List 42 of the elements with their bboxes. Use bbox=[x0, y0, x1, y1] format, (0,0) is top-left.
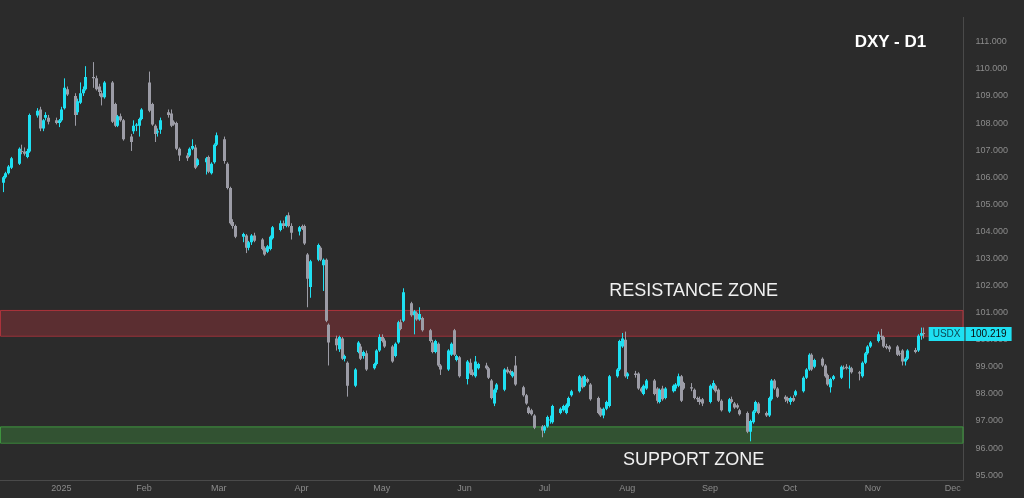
y-tick-label: 108.000 bbox=[975, 117, 1009, 128]
candlestick bbox=[327, 322, 330, 366]
x-tick-label: Feb bbox=[136, 483, 152, 494]
y-tick-label: 109.000 bbox=[975, 90, 1009, 101]
y-tick-label: 98.000 bbox=[975, 388, 1003, 399]
candlestick bbox=[322, 257, 325, 292]
candlestick bbox=[223, 136, 226, 165]
candlestick bbox=[709, 383, 712, 404]
band-label: SUPPORT ZONE bbox=[623, 448, 765, 469]
x-tick-label: 2025 bbox=[51, 483, 72, 494]
candlestick bbox=[122, 118, 125, 142]
y-tick-label: 105.000 bbox=[975, 198, 1009, 209]
text: DXY - D1 bbox=[854, 31, 927, 51]
y-tick-label: 111.000 bbox=[975, 36, 1007, 47]
candlestick bbox=[354, 367, 357, 388]
x-tick-label: Apr bbox=[294, 483, 309, 494]
y-tick-label: 103.000 bbox=[975, 252, 1009, 263]
x-tick-label: Aug bbox=[619, 483, 636, 494]
x-tick-label: Jul bbox=[538, 483, 551, 494]
candlestick bbox=[490, 378, 493, 400]
band-label: RESISTANCE ZONE bbox=[609, 279, 779, 300]
x-tick-label: Nov bbox=[864, 483, 882, 494]
y-tick-label: 96.000 bbox=[975, 442, 1003, 453]
x-tick-label: May bbox=[373, 483, 391, 494]
x-tick-label: Jun bbox=[457, 483, 472, 494]
y-tick-label: 106.000 bbox=[975, 171, 1009, 182]
text: 100.219 bbox=[970, 327, 1008, 339]
x-tick-label: Oct bbox=[782, 483, 798, 494]
y-tick-label: 97.000 bbox=[975, 415, 1003, 426]
y-tick-label: 110.000 bbox=[975, 63, 1008, 74]
candlestick bbox=[346, 360, 349, 398]
x-tick-label: Dec bbox=[944, 483, 962, 494]
x-tick-label: Sep bbox=[701, 483, 718, 494]
y-tick-label: 102.000 bbox=[975, 280, 1009, 291]
x-tick-label: Mar bbox=[211, 483, 227, 494]
y-tick-label: 101.000 bbox=[975, 307, 1009, 318]
annotation: USDX bbox=[932, 327, 961, 339]
y-tick-label: 107.000 bbox=[975, 144, 1009, 155]
y-tick-label: 99.000 bbox=[975, 361, 1003, 372]
candlestick bbox=[746, 411, 749, 434]
y-tick-label: 104.000 bbox=[975, 225, 1009, 236]
y-tick-label: 95.000 bbox=[975, 469, 1003, 480]
